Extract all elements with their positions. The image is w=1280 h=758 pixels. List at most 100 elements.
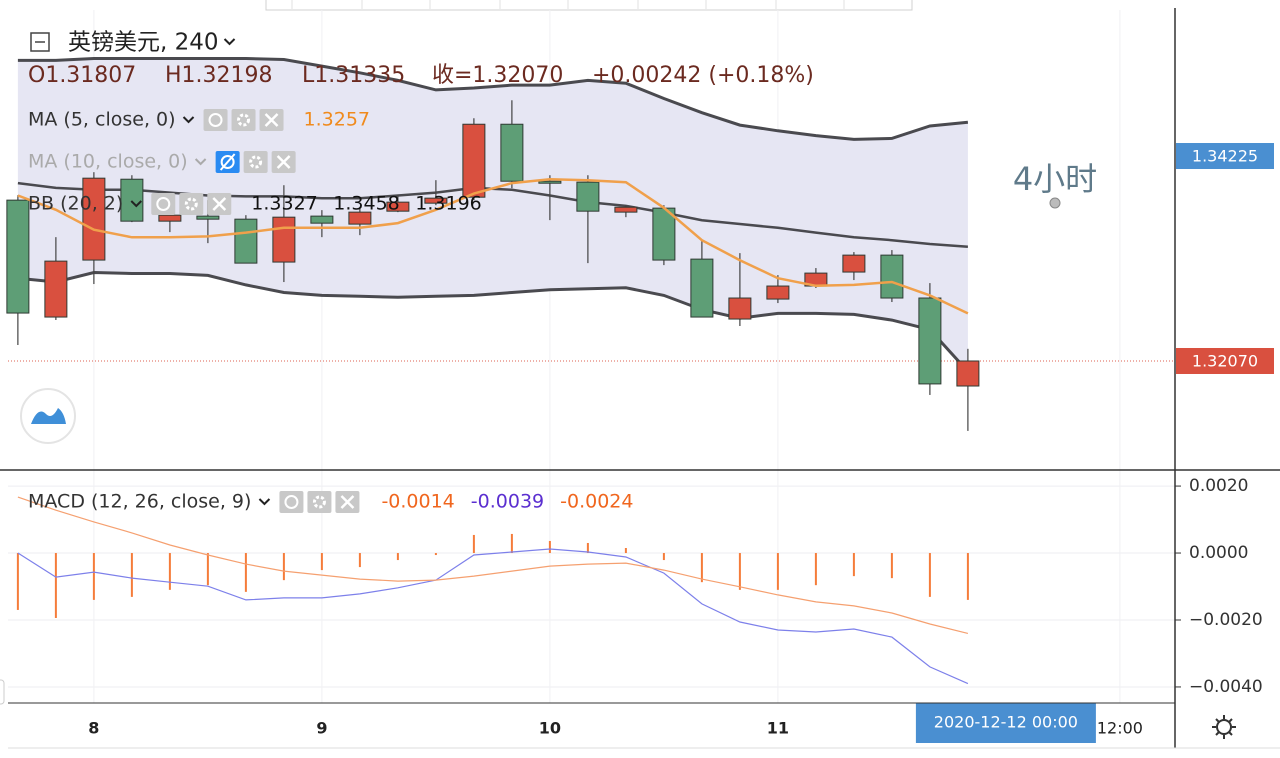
candle-body <box>462 123 486 198</box>
eye-icon <box>208 113 223 127</box>
candle-body <box>538 180 562 184</box>
text-layer: 1.34225 1.32070 英镑美元, 240 O1.31807 H1.32198 L… <box>28 30 1274 743</box>
histogram-bar <box>320 553 323 571</box>
indicator-name: BB (20, 2) <box>28 193 123 215</box>
candle-body <box>918 297 942 385</box>
settings-gear[interactable] <box>1212 715 1236 739</box>
histogram-bar <box>586 542 589 554</box>
candle-body <box>842 254 866 273</box>
settings-button[interactable] <box>243 151 268 173</box>
logo-wave <box>31 408 66 424</box>
gear-icon <box>312 495 326 509</box>
eye-icon <box>220 155 235 169</box>
histogram-bar <box>776 553 779 590</box>
candle-body <box>728 297 752 320</box>
histogram-bar <box>890 553 893 579</box>
close-icon <box>340 495 355 509</box>
close-icon <box>264 113 279 127</box>
indicator-value: -0.0024 <box>560 491 633 513</box>
indicator-value: -0.0039 <box>471 491 544 513</box>
dropdown-chevron[interactable] <box>223 38 236 46</box>
candle-body <box>158 214 182 222</box>
candle-body <box>766 285 790 300</box>
x-tick-label: 12:00 <box>1097 719 1143 738</box>
histogram-bar <box>54 553 57 618</box>
close-icon <box>212 197 227 211</box>
gear-icon <box>184 197 198 211</box>
histogram-bar <box>92 553 95 600</box>
histogram-bar <box>434 553 437 556</box>
visibility-toggle[interactable] <box>151 193 176 215</box>
candle-body <box>44 260 68 318</box>
candle-body <box>120 178 144 222</box>
indicator-name: MACD (12, 26, close, 9) <box>28 491 251 513</box>
indicator-value: 1.3257 <box>304 109 370 131</box>
histogram-bar <box>852 553 855 577</box>
histogram-bar <box>168 553 171 590</box>
price-label-box <box>1176 347 1274 374</box>
annotation-anchor[interactable] <box>1049 197 1061 209</box>
price-label: 1.34225 <box>1192 147 1258 166</box>
indicator-line <box>17 548 969 685</box>
ohlc-value: H1.32198 <box>165 63 273 88</box>
symbol-title: 英镑美元, 240 <box>68 30 219 56</box>
gear-icon <box>249 155 263 169</box>
data-layer <box>6 57 980 685</box>
close-icon <box>276 155 291 169</box>
dropdown-chevron[interactable] <box>182 116 195 124</box>
histogram-bar <box>548 540 551 554</box>
visibility-toggle[interactable] <box>279 491 304 513</box>
candle-body <box>690 258 714 318</box>
side-handle[interactable] <box>0 679 5 705</box>
dropdown-chevron[interactable] <box>258 498 271 506</box>
y-tick-label: −0.0040 <box>1189 677 1263 697</box>
histogram-bar <box>624 548 627 554</box>
histogram-bar <box>662 553 665 561</box>
toolbar[interactable] <box>265 0 913 11</box>
indicator-value: 1.3458 <box>333 193 399 215</box>
candle-body <box>234 218 258 264</box>
y-tick-label: −0.0020 <box>1189 610 1263 630</box>
histogram-bar <box>738 553 741 590</box>
dropdown-chevron[interactable] <box>130 200 142 208</box>
histogram-bar <box>130 553 133 597</box>
indicator-name: MA (5, close, 0) <box>28 109 176 131</box>
x-tick-label: 8 <box>88 719 99 738</box>
moving-average <box>17 178 969 315</box>
candle-body <box>196 215 220 220</box>
indicator-controls <box>151 193 232 215</box>
x-tick-label: 9 <box>316 719 327 738</box>
visibility-toggle[interactable] <box>203 109 228 131</box>
histogram-bar <box>510 533 513 554</box>
settings-button[interactable] <box>231 109 256 131</box>
candle-body <box>500 123 524 182</box>
histogram-bar <box>700 553 703 583</box>
histogram-bar <box>966 553 969 600</box>
ohlc-value: +0.00242 (+0.18%) <box>592 63 814 88</box>
candle-body <box>576 181 600 212</box>
histogram-bar <box>358 553 361 568</box>
histogram-bar <box>928 553 931 597</box>
indicator-controls <box>279 491 360 513</box>
x-tick-label: 10 <box>539 719 561 738</box>
crosshair-label-box <box>915 703 1096 743</box>
collapse-icon[interactable] <box>30 32 50 52</box>
dropdown-chevron[interactable] <box>194 158 207 166</box>
price-label: 1.32070 <box>1192 351 1258 370</box>
eye-slash <box>219 153 236 171</box>
ohlc-value: L1.31335 <box>302 63 405 88</box>
candle-body <box>386 201 410 212</box>
indicator-name: MA (10, close, 0) <box>28 151 188 173</box>
indicator-value: 1.3327 <box>251 193 317 215</box>
crosshair-label: 2020-12-12 00:00 <box>934 713 1078 732</box>
x-tick-label: 11 <box>767 719 789 738</box>
histogram-bar <box>282 553 285 581</box>
settings-button[interactable] <box>307 491 332 513</box>
settings-button[interactable] <box>179 193 204 215</box>
annotation: 4小时 <box>1013 160 1097 198</box>
candle-body <box>424 197 448 204</box>
price-label-box <box>1176 143 1274 170</box>
y-tick-label: 0.0000 <box>1189 543 1248 563</box>
